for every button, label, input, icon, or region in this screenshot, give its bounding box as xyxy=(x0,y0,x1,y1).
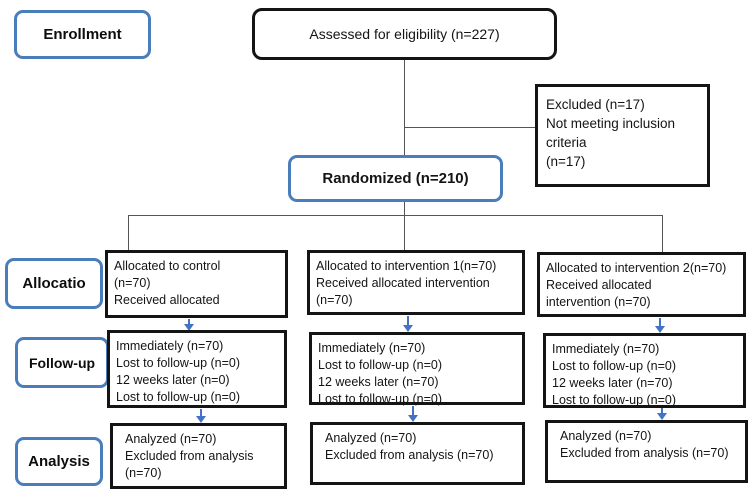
stage-label-enrollment: Enrollment xyxy=(14,10,151,59)
allocation-box-intervention-1: Allocated to intervention 1(n=70) Receiv… xyxy=(307,250,525,315)
allocation-intervention-2-text: Allocated to intervention 2(n=70) Receiv… xyxy=(546,261,727,309)
stage-label-analysis: Analysis xyxy=(15,437,103,486)
down-arrow-icon-alloc-followup-col1 xyxy=(184,319,194,331)
arrow-head xyxy=(184,324,194,331)
analysis-box-intervention-1: Analyzed (n=70) Excluded from analysis (… xyxy=(310,422,525,485)
down-arrow-icon-followup-analysis-col1 xyxy=(196,409,206,423)
followup-control-text: Immediately (n=70) Lost to follow-up (n=… xyxy=(116,339,241,404)
stage-label-followup: Follow-up xyxy=(15,337,109,388)
allocation-box-intervention-2: Allocated to intervention 2(n=70) Receiv… xyxy=(537,252,746,317)
followup-box-intervention-1: Immediately (n=70) Lost to follow-up (n=… xyxy=(309,332,525,406)
arrow-head xyxy=(408,415,418,422)
analysis-box-intervention-2: Analyzed (n=70) Excluded from analysis (… xyxy=(545,420,748,483)
down-arrow-icon-alloc-followup-col3 xyxy=(655,318,665,333)
down-arrow-icon-followup-analysis-col2 xyxy=(408,406,418,422)
assessed-eligibility-text: Assessed for eligibility (n=227) xyxy=(309,26,500,42)
connector-branch-right xyxy=(662,215,663,252)
analysis-intervention-2-text: Analyzed (n=70) Excluded from analysis (… xyxy=(560,429,729,460)
excluded-box: Excluded (n=17) Not meeting inclusion cr… xyxy=(535,84,710,187)
arrow-head xyxy=(655,326,665,333)
arrow-stem xyxy=(407,316,409,325)
connector-branch-left xyxy=(128,215,129,250)
down-arrow-icon-alloc-followup-col2 xyxy=(403,316,413,332)
followup-box-intervention-2: Immediately (n=70) Lost to follow-up (n=… xyxy=(543,333,746,408)
arrow-head xyxy=(403,325,413,332)
analysis-intervention-1-text: Analyzed (n=70) Excluded from analysis (… xyxy=(325,431,494,462)
analysis-control-text: Analyzed (n=70) Excluded from analysis (… xyxy=(125,432,254,480)
connector-branch-middle xyxy=(404,215,405,250)
connector-to-excluded xyxy=(404,127,535,128)
stage-label-allocation: Allocatio xyxy=(5,258,103,309)
followup-intervention-2-text: Immediately (n=70) Lost to follow-up (n=… xyxy=(552,342,677,407)
allocation-control-text: Allocated to control (n=70) Received all… xyxy=(114,259,221,307)
randomized-box: Randomized (n=210) xyxy=(288,155,503,202)
arrow-stem xyxy=(188,319,190,324)
connector-assessed-to-randomized xyxy=(404,60,405,155)
arrow-head xyxy=(657,413,667,420)
arrow-stem xyxy=(661,408,663,413)
arrow-stem xyxy=(412,406,414,415)
allocation-intervention-1-text: Allocated to intervention 1(n=70) Receiv… xyxy=(316,259,497,307)
connector-randomized-stub xyxy=(404,202,405,215)
arrow-head xyxy=(196,416,206,423)
followup-box-control: Immediately (n=70) Lost to follow-up (n=… xyxy=(107,330,287,408)
assessed-eligibility-box: Assessed for eligibility (n=227) xyxy=(252,8,557,60)
allocation-box-control: Allocated to control (n=70) Received all… xyxy=(105,250,288,318)
arrow-stem xyxy=(659,318,661,326)
down-arrow-icon-followup-analysis-col3 xyxy=(657,408,667,420)
excluded-text: Excluded (n=17) Not meeting inclusion cr… xyxy=(546,97,676,169)
connector-branch-horizontal xyxy=(128,215,662,216)
arrow-stem xyxy=(200,409,202,416)
followup-intervention-1-text: Immediately (n=70) Lost to follow-up (n=… xyxy=(318,341,443,406)
analysis-box-control: Analyzed (n=70) Excluded from analysis (… xyxy=(110,423,287,489)
